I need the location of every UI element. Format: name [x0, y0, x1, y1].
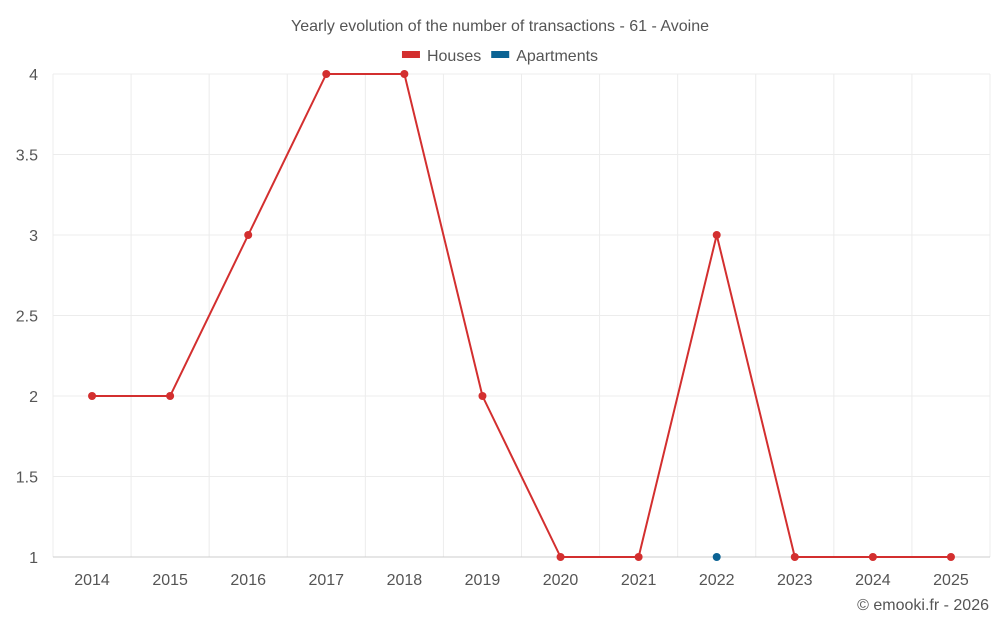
x-tick-label: 2022 [699, 572, 735, 589]
data-point[interactable] [88, 392, 97, 400]
x-tick-label: 2021 [621, 572, 657, 589]
legend-label: Houses [427, 48, 481, 65]
y-axis-ticks: 1 1.5 2 2.5 3 3.5 4 [16, 67, 38, 567]
x-tick-label: 2020 [543, 572, 579, 589]
data-point[interactable] [790, 553, 799, 561]
series-line [92, 73, 951, 558]
legend-item-houses[interactable]: Houses [401, 48, 481, 65]
y-tick-label: 4 [29, 67, 38, 84]
data-point[interactable] [556, 553, 565, 561]
y-tick-label: 1.5 [16, 470, 38, 487]
y-tick-label: 3.5 [16, 148, 38, 165]
data-point[interactable] [478, 392, 487, 400]
y-tick-label: 1 [29, 550, 38, 567]
data-point[interactable] [634, 553, 643, 561]
x-tick-label: 2018 [387, 572, 423, 589]
legend: Houses Apartments [401, 48, 598, 65]
x-tick-label: 2024 [855, 572, 891, 589]
y-tick-label: 2.5 [16, 309, 38, 326]
y-tick-label: 2 [29, 389, 38, 406]
data-point[interactable] [712, 553, 721, 561]
legend-item-apartments[interactable]: Apartments [491, 48, 598, 65]
x-tick-label: 2017 [308, 572, 344, 589]
x-tick-label: 2015 [152, 572, 188, 589]
series-apartments [712, 553, 721, 561]
x-tick-label: 2016 [230, 572, 266, 589]
series-houses [88, 70, 955, 561]
legend-swatch [491, 51, 510, 58]
chart-title: Yearly evolution of the number of transa… [291, 18, 709, 35]
data-point[interactable] [166, 392, 175, 400]
data-point[interactable] [868, 553, 877, 561]
y-tick-label: 3 [29, 228, 38, 245]
data-point[interactable] [946, 553, 955, 561]
x-tick-label: 2019 [465, 572, 501, 589]
data-point[interactable] [400, 70, 409, 78]
data-point[interactable] [244, 231, 253, 239]
grid [52, 73, 991, 558]
legend-label: Apartments [516, 48, 598, 65]
x-axis-ticks: 2014 2015 2016 2017 2018 2019 2020 2021 2022 2023… [74, 572, 969, 589]
data-point[interactable] [712, 231, 721, 239]
legend-swatch [401, 51, 420, 58]
x-tick-label: 2014 [74, 572, 110, 589]
series-layer [88, 70, 955, 561]
x-tick-label: 2025 [933, 572, 969, 589]
x-tick-label: 2023 [777, 572, 813, 589]
data-point[interactable] [322, 70, 331, 78]
credit-text: © emooki.fr - 2026 [857, 597, 989, 614]
